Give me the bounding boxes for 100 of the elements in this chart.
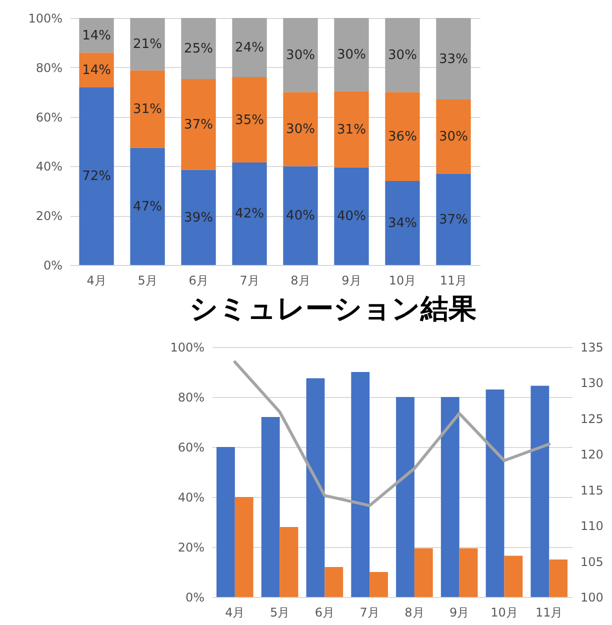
data-label: 47%	[133, 199, 162, 214]
x-tick-label: 5月	[138, 274, 158, 288]
bar	[370, 572, 388, 597]
data-label: 30%	[286, 122, 315, 138]
x-tick-label: 5月	[270, 606, 290, 620]
bar	[232, 77, 267, 162]
bar	[261, 417, 280, 597]
data-label: 14%	[82, 62, 111, 78]
bar	[130, 148, 165, 265]
y-tick-label: 60%	[36, 110, 62, 124]
y-tick-label: 80%	[178, 390, 204, 404]
x-tick-label: 10月	[490, 606, 518, 620]
bar	[130, 18, 165, 70]
x-tick-label: 10月	[388, 274, 416, 288]
y2-tick-label: 130	[580, 376, 604, 390]
y2-tick-label: 125	[580, 412, 604, 426]
bar	[385, 18, 420, 92]
data-label: 37%	[184, 117, 213, 132]
x-tick-label: 7月	[360, 606, 380, 620]
bar	[283, 166, 318, 265]
y-tick-label: 0%	[43, 258, 62, 272]
y2-tick-label: 120	[580, 448, 604, 462]
data-label: 21%	[133, 37, 162, 52]
bar	[181, 170, 216, 265]
bar	[216, 447, 235, 597]
bar	[234, 497, 254, 597]
y-tick-label: 100%	[170, 340, 204, 354]
data-label: 31%	[337, 122, 366, 138]
y-tick-label: 100%	[28, 12, 62, 26]
bar	[436, 100, 471, 174]
data-label: 30%	[286, 48, 315, 64]
data-label: 34%	[388, 216, 417, 232]
bar	[530, 386, 550, 597]
x-tick-label: 8月	[290, 274, 310, 288]
bar	[549, 560, 568, 597]
bar	[232, 18, 267, 78]
data-label: 40%	[337, 209, 366, 224]
data-label: 37%	[439, 212, 468, 228]
data-label: 30%	[439, 130, 468, 145]
data-label: 14%	[82, 28, 111, 44]
y-tick-label: 80%	[36, 60, 62, 75]
data-label: 30%	[388, 48, 417, 64]
x-tick-label: 11月	[535, 606, 563, 620]
bar	[280, 527, 298, 597]
x-tick-label: 6月	[188, 274, 208, 288]
bar	[283, 18, 318, 92]
x-tick-label: 4月	[225, 606, 245, 620]
bar	[334, 91, 369, 168]
x-tick-label: 8月	[404, 606, 424, 620]
bar	[79, 87, 114, 265]
bar	[181, 18, 216, 80]
bar	[351, 372, 370, 597]
bar	[436, 174, 471, 265]
bar	[232, 162, 267, 265]
y-tick-label: 60%	[178, 440, 204, 454]
y-tick-label: 20%	[178, 540, 204, 554]
bar	[396, 397, 414, 597]
bar	[504, 556, 523, 597]
data-label: 30%	[337, 48, 366, 63]
x-tick-label: 9月	[450, 606, 470, 620]
text: シミュレーション結果	[188, 292, 478, 326]
y-tick-label: 0%	[185, 590, 204, 604]
bar	[306, 378, 325, 597]
bar	[440, 397, 460, 597]
y-tick-label: 40%	[178, 490, 204, 504]
bar	[79, 18, 114, 53]
x-tick-label: 6月	[314, 606, 334, 620]
bar	[334, 167, 369, 265]
bar	[324, 567, 344, 597]
bar	[385, 181, 420, 265]
x-tick-label: 4月	[86, 274, 106, 288]
y2-tick-label: 135	[580, 340, 604, 354]
y2-tick-label: 100	[580, 590, 604, 604]
data-label: 25%	[184, 42, 213, 57]
line-series	[233, 360, 551, 508]
data-label: 72%	[82, 169, 111, 184]
y2-tick-label: 110	[580, 519, 604, 534]
y2-tick-label: 105	[580, 554, 604, 569]
bar	[414, 548, 433, 597]
bar	[486, 390, 504, 597]
bar	[130, 70, 165, 148]
y2-tick-label: 115	[580, 483, 604, 498]
data-label: 33%	[439, 52, 468, 67]
bar	[283, 92, 318, 166]
x-tick-label: 9月	[342, 274, 362, 288]
data-label: 24%	[235, 40, 264, 56]
data-label: 40%	[286, 208, 315, 224]
y-tick-label: 20%	[36, 209, 62, 224]
y-tick-label: 40%	[36, 160, 62, 174]
data-label: 36%	[388, 130, 417, 145]
bar	[436, 18, 471, 100]
data-label: 35%	[235, 112, 264, 128]
bar	[334, 18, 369, 92]
bar	[385, 92, 420, 182]
x-tick-label: 11月	[440, 274, 468, 288]
data-label: 31%	[133, 102, 162, 118]
x-tick-label: 7月	[240, 274, 260, 288]
bar	[459, 548, 478, 597]
data-label: 39%	[184, 210, 213, 226]
bar	[79, 52, 114, 88]
